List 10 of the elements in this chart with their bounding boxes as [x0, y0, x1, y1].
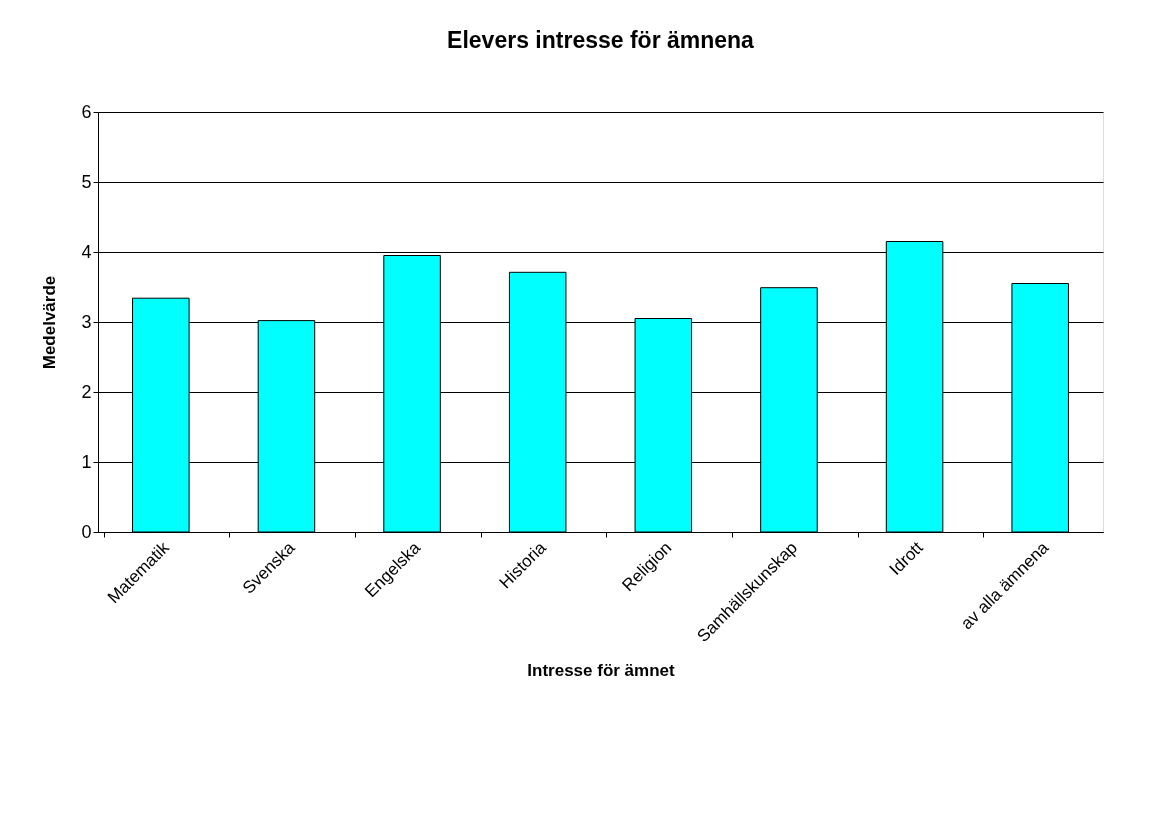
- y-tick-label: 5: [81, 171, 92, 192]
- y-tick-label: 2: [81, 381, 92, 402]
- y-axis-title: Medelvärde: [40, 275, 60, 370]
- y-tick-label: 6: [81, 101, 92, 122]
- y-tick-label: 4: [81, 241, 92, 262]
- y-tick-label: 1: [81, 451, 92, 472]
- y-tick-label: 3: [81, 311, 92, 332]
- y-tick-label: 0: [81, 521, 92, 542]
- x-axis-title: Intresse för ämnet: [527, 661, 676, 681]
- chart-title: Elevers intresse för ämnena: [447, 27, 755, 53]
